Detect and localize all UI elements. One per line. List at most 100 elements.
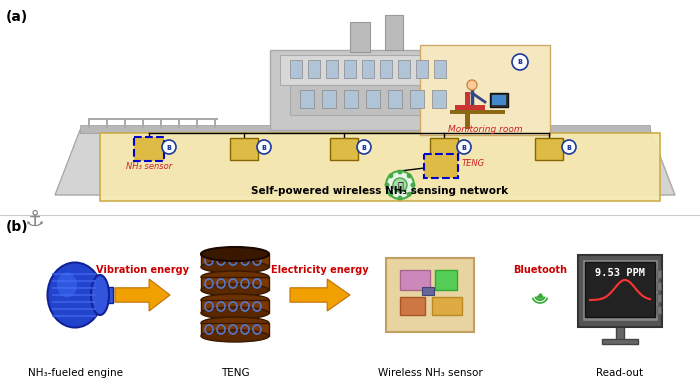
Text: Monitoring room: Monitoring room xyxy=(448,125,522,134)
FancyBboxPatch shape xyxy=(0,215,700,388)
Ellipse shape xyxy=(201,294,269,306)
Ellipse shape xyxy=(201,284,269,296)
Text: Vibration energy: Vibration energy xyxy=(95,265,188,275)
Text: (a): (a) xyxy=(6,10,28,24)
FancyBboxPatch shape xyxy=(362,60,374,78)
FancyBboxPatch shape xyxy=(434,60,446,78)
Text: ⚓: ⚓ xyxy=(25,210,45,230)
Text: 9.53 PPM: 9.53 PPM xyxy=(595,268,645,278)
Text: ʙ: ʙ xyxy=(566,142,571,151)
FancyBboxPatch shape xyxy=(435,270,457,290)
Circle shape xyxy=(410,182,416,187)
Text: Bluetooth: Bluetooth xyxy=(513,265,567,275)
Circle shape xyxy=(457,140,471,154)
Text: (b): (b) xyxy=(6,220,29,234)
FancyBboxPatch shape xyxy=(416,60,428,78)
FancyBboxPatch shape xyxy=(270,50,470,130)
Ellipse shape xyxy=(201,248,269,260)
FancyBboxPatch shape xyxy=(535,138,563,160)
Ellipse shape xyxy=(201,307,269,319)
FancyBboxPatch shape xyxy=(657,306,661,314)
FancyBboxPatch shape xyxy=(100,133,660,201)
Ellipse shape xyxy=(57,272,77,298)
Text: Electricity energy: Electricity energy xyxy=(271,265,369,275)
Text: ʙ: ʙ xyxy=(167,142,172,151)
Ellipse shape xyxy=(201,261,269,273)
Text: Self-powered wireless NH₃ sensing network: Self-powered wireless NH₃ sensing networ… xyxy=(251,186,509,196)
FancyBboxPatch shape xyxy=(322,90,336,108)
FancyBboxPatch shape xyxy=(88,118,90,128)
FancyBboxPatch shape xyxy=(201,323,269,336)
Circle shape xyxy=(467,80,477,90)
Text: ʙ: ʙ xyxy=(362,142,366,151)
FancyBboxPatch shape xyxy=(424,154,458,178)
FancyBboxPatch shape xyxy=(95,287,113,303)
Text: 🌿: 🌿 xyxy=(397,180,403,190)
FancyBboxPatch shape xyxy=(578,255,662,327)
FancyBboxPatch shape xyxy=(80,125,650,133)
FancyBboxPatch shape xyxy=(582,259,658,321)
FancyBboxPatch shape xyxy=(400,270,430,290)
FancyBboxPatch shape xyxy=(344,60,356,78)
Ellipse shape xyxy=(201,271,269,283)
FancyBboxPatch shape xyxy=(602,339,638,344)
Circle shape xyxy=(162,140,176,154)
FancyBboxPatch shape xyxy=(330,138,358,160)
FancyBboxPatch shape xyxy=(0,0,700,210)
FancyBboxPatch shape xyxy=(344,90,358,108)
FancyBboxPatch shape xyxy=(400,297,425,315)
Ellipse shape xyxy=(48,263,102,327)
Text: NH₃-fueled engine: NH₃-fueled engine xyxy=(27,368,122,378)
FancyBboxPatch shape xyxy=(201,254,269,267)
Circle shape xyxy=(562,140,576,154)
FancyBboxPatch shape xyxy=(290,60,302,78)
FancyBboxPatch shape xyxy=(455,105,485,110)
Circle shape xyxy=(407,192,412,197)
Circle shape xyxy=(512,54,528,70)
Ellipse shape xyxy=(201,330,269,342)
Polygon shape xyxy=(55,130,675,195)
Text: ʙ: ʙ xyxy=(262,142,267,151)
FancyBboxPatch shape xyxy=(450,110,505,114)
FancyBboxPatch shape xyxy=(420,45,550,135)
Polygon shape xyxy=(115,279,170,311)
FancyBboxPatch shape xyxy=(432,90,446,108)
FancyBboxPatch shape xyxy=(657,294,661,302)
FancyBboxPatch shape xyxy=(657,270,661,278)
FancyBboxPatch shape xyxy=(201,277,269,290)
FancyBboxPatch shape xyxy=(142,118,144,128)
Text: ʙ: ʙ xyxy=(517,57,522,66)
Circle shape xyxy=(407,173,412,178)
Circle shape xyxy=(257,140,271,154)
Circle shape xyxy=(389,192,393,197)
FancyBboxPatch shape xyxy=(300,90,314,108)
FancyBboxPatch shape xyxy=(350,22,370,52)
Circle shape xyxy=(393,178,407,192)
Ellipse shape xyxy=(91,275,109,315)
FancyBboxPatch shape xyxy=(196,118,198,128)
FancyBboxPatch shape xyxy=(214,118,216,128)
FancyBboxPatch shape xyxy=(106,118,108,128)
FancyBboxPatch shape xyxy=(490,93,508,107)
FancyBboxPatch shape xyxy=(410,90,424,108)
FancyBboxPatch shape xyxy=(230,138,258,160)
Circle shape xyxy=(398,170,402,175)
FancyBboxPatch shape xyxy=(585,262,655,317)
FancyBboxPatch shape xyxy=(178,118,180,128)
Text: Wireless NH₃ sensor: Wireless NH₃ sensor xyxy=(377,368,482,378)
Ellipse shape xyxy=(201,317,269,329)
Text: Read-out: Read-out xyxy=(596,368,643,378)
FancyBboxPatch shape xyxy=(492,95,506,105)
FancyBboxPatch shape xyxy=(465,113,470,129)
FancyBboxPatch shape xyxy=(326,60,338,78)
Polygon shape xyxy=(290,279,350,311)
FancyBboxPatch shape xyxy=(430,138,458,160)
FancyBboxPatch shape xyxy=(398,60,410,78)
FancyBboxPatch shape xyxy=(308,60,320,78)
FancyBboxPatch shape xyxy=(290,85,450,115)
FancyBboxPatch shape xyxy=(280,55,460,85)
Circle shape xyxy=(384,182,389,187)
Text: TENG: TENG xyxy=(220,368,249,378)
Text: ʙ: ʙ xyxy=(461,142,466,151)
FancyBboxPatch shape xyxy=(124,118,126,128)
